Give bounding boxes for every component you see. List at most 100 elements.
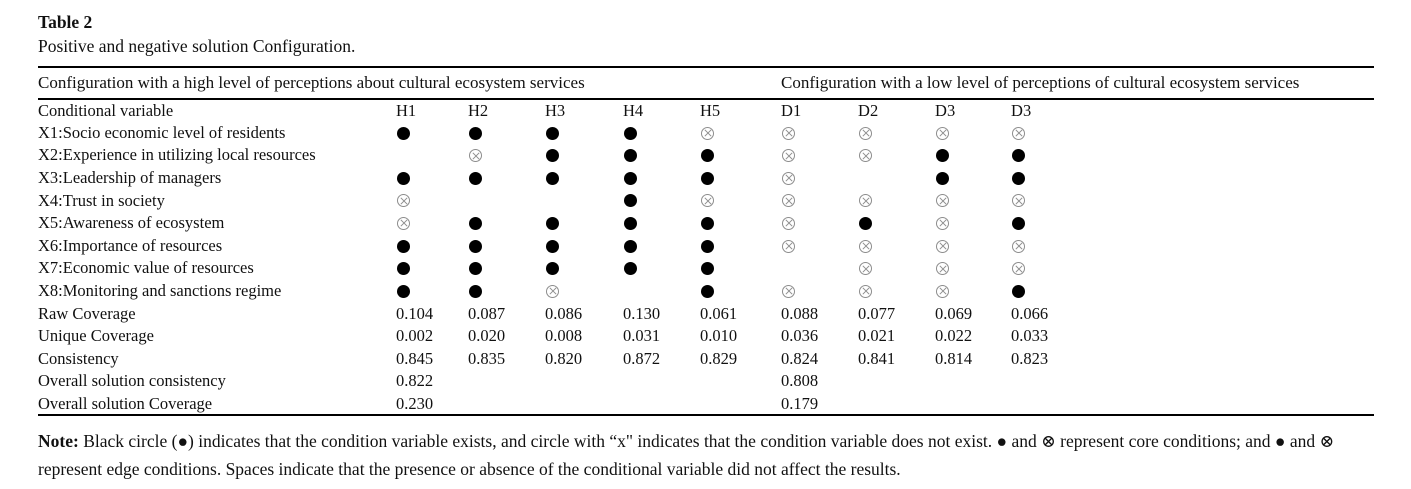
variable-label: X1:Socio economic level of residents (38, 122, 286, 142)
filled-circle-icon (701, 216, 714, 230)
condition-cell (468, 122, 545, 145)
variable-label: X2:Experience in utilizing local resourc… (38, 145, 316, 165)
stat-value: 0.010 (700, 326, 738, 346)
stat-label: Raw Coverage (38, 303, 136, 323)
stat-row: Overall solution Coverage 0.230 0.179 (38, 393, 1374, 416)
condition-cell (935, 189, 1011, 212)
variable-row: X5:Awareness of ecosystem (38, 212, 1374, 235)
condition-cell (781, 167, 858, 190)
stat-value (858, 370, 935, 393)
stat-value (468, 393, 545, 416)
condition-cell (468, 144, 545, 167)
stat-value: 0.835 (468, 348, 506, 368)
group-header-row: Configuration with a high level of perce… (38, 67, 1374, 100)
filled-circle-icon (469, 171, 482, 185)
condition-cell (1011, 257, 1374, 280)
condition-cell (781, 280, 858, 303)
crossed-circle-icon (782, 171, 796, 185)
condition-cell (623, 280, 700, 303)
variable-label: X6:Importance of resources (38, 235, 223, 255)
condition-cell (858, 212, 935, 235)
stat-value (1011, 393, 1374, 416)
stat-label: Overall solution Coverage (38, 393, 213, 413)
filled-circle-icon (546, 239, 559, 253)
condition-cell (623, 144, 700, 167)
stat-value (623, 370, 700, 393)
group-header-low: Configuration with a low level of percep… (781, 67, 1374, 100)
condition-cell (396, 280, 468, 303)
condition-cell (468, 189, 545, 212)
stat-value (700, 370, 781, 393)
condition-cell (396, 189, 468, 212)
condition-cell (468, 280, 545, 303)
variable-row: X7:Economic value of resources (38, 257, 1374, 280)
condition-cell (545, 167, 623, 190)
stat-value: 0.066 (1011, 303, 1049, 323)
stat-value: 0.031 (623, 326, 661, 346)
condition-cell (700, 280, 781, 303)
note-label: Note: (38, 431, 79, 452)
stat-value: 0.087 (468, 303, 506, 323)
filled-circle-icon (397, 262, 410, 276)
filled-circle-icon (701, 284, 714, 298)
condition-cell (781, 257, 858, 280)
filled-circle-icon (701, 149, 714, 163)
filled-circle-icon (701, 171, 714, 185)
filled-circle-icon (397, 171, 410, 185)
column-header-conditional-variable: Conditional variable (38, 100, 174, 120)
variable-row: X1:Socio economic level of residents (38, 122, 1374, 145)
table-content: Table 2 Positive and negative solution C… (38, 0, 1374, 483)
condition-cell (935, 257, 1011, 280)
column-header-h1: H1 (396, 100, 417, 120)
stat-value (545, 370, 623, 393)
filled-circle-icon (469, 216, 482, 230)
stat-value: 0.104 (396, 303, 434, 323)
condition-cell (396, 122, 468, 145)
stat-value: 0.069 (935, 303, 973, 323)
filled-circle-icon (936, 171, 950, 185)
column-header-h4: H4 (623, 100, 644, 120)
crossed-circle-icon (859, 284, 873, 298)
condition-cell (858, 189, 935, 212)
stat-value: 0.077 (858, 303, 896, 323)
stat-value: 0.061 (700, 303, 738, 323)
filled-circle-icon (624, 194, 637, 208)
condition-cell (545, 257, 623, 280)
condition-cell (623, 235, 700, 258)
stat-row: Consistency 0.845 0.835 0.820 0.872 0.829 0.82… (38, 348, 1374, 371)
filled-circle-icon (1012, 149, 1026, 163)
condition-cell (700, 235, 781, 258)
filled-circle-icon (624, 262, 637, 276)
table-caption-text: Positive and negative solution Configura… (38, 36, 356, 56)
condition-cell (700, 144, 781, 167)
filled-circle-icon (624, 149, 637, 163)
crossed-circle-icon (782, 149, 796, 163)
condition-cell (396, 257, 468, 280)
crossed-circle-icon (936, 284, 950, 298)
condition-cell (396, 144, 468, 167)
column-header-d3a: D3 (935, 100, 956, 120)
filled-circle-icon (624, 216, 637, 230)
column-header-h5: H5 (700, 100, 721, 120)
condition-cell (623, 122, 700, 145)
condition-cell (935, 122, 1011, 145)
condition-cell (468, 167, 545, 190)
crossed-circle-icon (782, 126, 796, 140)
filled-circle-icon (546, 171, 559, 185)
stat-value: 0.021 (858, 326, 896, 346)
condition-cell (781, 122, 858, 145)
crossed-circle-icon (859, 239, 873, 253)
variable-row: X8:Monitoring and sanctions regime (38, 280, 1374, 303)
stat-value (1011, 370, 1374, 393)
variable-label: X5:Awareness of ecosystem (38, 213, 225, 233)
variable-row: X6:Importance of resources (38, 235, 1374, 258)
variable-row: X3:Leadership of managers (38, 167, 1374, 190)
crossed-circle-icon (1012, 262, 1026, 276)
stat-row: Overall solution consistency 0.822 0.808 (38, 370, 1374, 393)
filled-circle-icon (859, 216, 873, 230)
stat-value: 0.088 (781, 303, 819, 323)
stat-value (623, 393, 700, 416)
variable-label: X7:Economic value of resources (38, 258, 254, 278)
condition-cell (545, 235, 623, 258)
crossed-circle-icon (936, 262, 950, 276)
